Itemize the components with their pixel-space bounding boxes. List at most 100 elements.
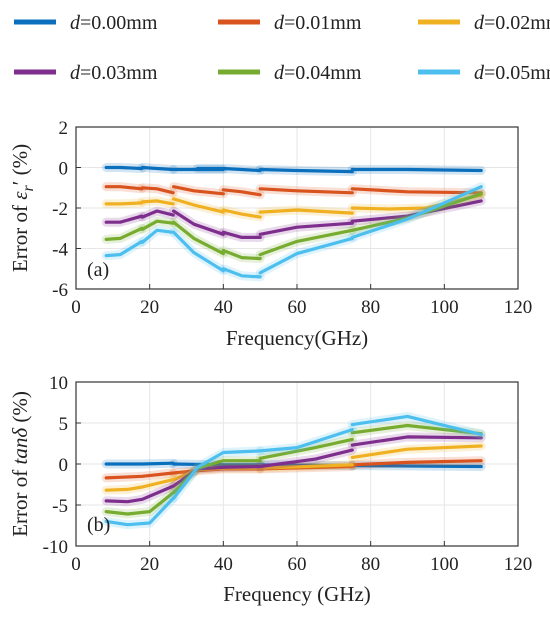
x-tick-label: 0 (71, 297, 81, 318)
series-segment (140, 165, 175, 172)
legend-label: d=0.02mm (474, 12, 550, 34)
series-segment (104, 496, 175, 527)
series-segment (104, 461, 175, 466)
x-tick-label: 60 (288, 554, 307, 575)
series-segment (104, 484, 175, 504)
series-segment (104, 471, 175, 480)
legend-item: d=0.01mm (218, 12, 362, 34)
legend-item: d=0.00mm (14, 12, 158, 34)
series-segment (350, 414, 483, 437)
legend: d=0.00mm d=0.01mm d=0.02mm d=0.03mm d=0.04mm… (14, 12, 550, 84)
legend-label: d=0.03mm (70, 62, 158, 84)
series-segment (140, 228, 175, 244)
series-segment (140, 186, 175, 195)
legend-label: d=0.04mm (274, 62, 362, 84)
series-segment (172, 464, 262, 488)
series-segment (172, 449, 262, 500)
x-tick-label: 100 (430, 297, 459, 318)
series-segment (350, 459, 483, 467)
legend-label: d=0.01mm (274, 12, 362, 34)
series-segment (221, 208, 262, 219)
panel-label: (b) (87, 514, 110, 536)
y-tick-label: -10 (43, 537, 68, 558)
series-segment (104, 185, 144, 191)
legend-label: d=0.00mm (70, 12, 158, 34)
x-axis-title: Frequency(GHz) (226, 326, 368, 350)
series-segment (172, 185, 225, 196)
series-segment (172, 220, 225, 256)
series-segment (104, 201, 144, 206)
series-segment (104, 239, 144, 258)
series-segment (221, 230, 262, 239)
series-line (101, 196, 486, 242)
series-line (101, 163, 486, 177)
series-segment (221, 267, 262, 279)
y-tick-label: -6 (52, 280, 68, 301)
series-segment (350, 199, 483, 223)
y-tick-label: 0 (59, 455, 69, 476)
series-segment (350, 444, 483, 459)
series-segment (258, 208, 354, 215)
series-segment (350, 464, 483, 469)
series-segment (140, 219, 175, 231)
x-tick-label: 20 (140, 297, 159, 318)
series-segment (258, 187, 354, 195)
chart-a: 0 20 40 60 80 100 12020-2-4-6(a)Frequency(GHz)… (8, 118, 532, 350)
y-tick-label: 2 (59, 118, 69, 139)
y-tick-label: 0 (59, 159, 69, 180)
series-segment (140, 209, 175, 219)
series-segment (104, 226, 144, 241)
x-tick-label: 120 (504, 554, 533, 575)
legend-item: d=0.02mm (418, 12, 550, 34)
x-tick-label: 0 (71, 554, 81, 575)
y-tick-label: 5 (59, 414, 69, 435)
series-segment (104, 491, 175, 516)
series-segment (258, 437, 354, 460)
legend-item: d=0.03mm (14, 62, 158, 84)
x-tick-label: 40 (214, 554, 233, 575)
series-segment (104, 478, 175, 492)
legend-label: d=0.05mm (474, 62, 550, 84)
x-tick-label: 60 (288, 297, 307, 318)
series-segment (172, 209, 225, 236)
legend-item: d=0.05mm (418, 62, 550, 84)
chart-b: 0 20 40 60 80 100 120 10 5 0 -5 -10 (b) Frequency (GH… (8, 373, 532, 606)
x-tick-label: 100 (430, 554, 459, 575)
y-tick-label: -4 (52, 240, 68, 261)
y-axis-title: Error of tanδ (%) (8, 391, 32, 537)
series-segment (221, 188, 262, 197)
series-segment (258, 221, 354, 236)
x-tick-label: 120 (504, 297, 533, 318)
y-axis-title: Error of εr′ (%) (8, 144, 37, 272)
series-segment (350, 435, 483, 447)
series-segment (172, 230, 225, 273)
y-tick-label: -5 (52, 496, 68, 517)
x-axis-title: Frequency (GHz) (223, 582, 371, 606)
x-tick-label: 20 (140, 554, 159, 575)
y-tick-label: 10 (49, 373, 68, 394)
series-segment (172, 462, 262, 467)
series-segment (258, 228, 354, 257)
series-segment (258, 448, 354, 469)
legend-item: d=0.04mm (218, 62, 362, 84)
panel-label: (a) (87, 259, 109, 281)
series-segment (258, 428, 354, 453)
series-segment (350, 187, 483, 195)
series-segment (140, 199, 175, 206)
series-segment (258, 167, 354, 174)
x-tick-label: 40 (214, 297, 233, 318)
series-segment (196, 166, 262, 173)
series-segment (104, 214, 144, 224)
series-segment (350, 167, 483, 173)
x-tick-label: 80 (361, 297, 380, 318)
series-segment (258, 236, 354, 275)
series-segment (258, 463, 354, 470)
series-line (101, 182, 486, 282)
series-segment (221, 248, 262, 261)
series-line (101, 432, 486, 507)
y-tick-label: -2 (52, 199, 68, 220)
series-line (101, 411, 486, 530)
series-segment (172, 197, 225, 214)
series-segment (350, 185, 483, 239)
